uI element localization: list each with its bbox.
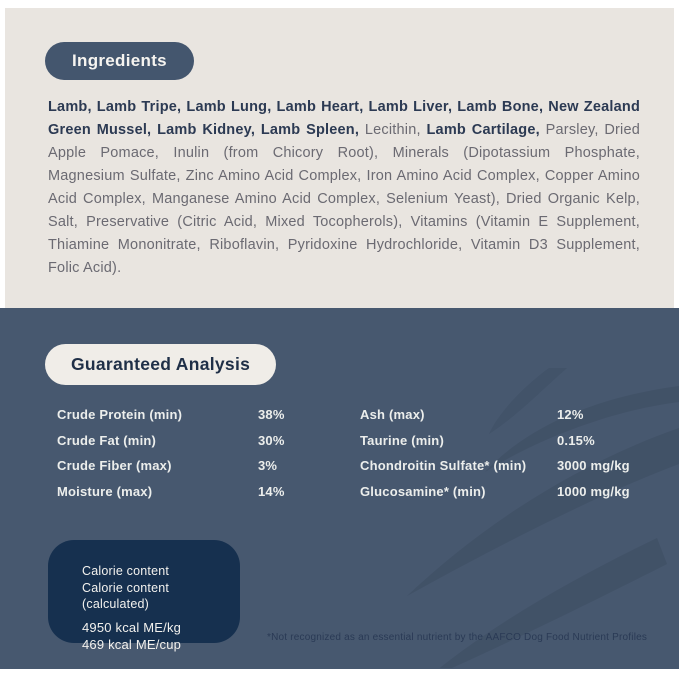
nutrient-value: 14% xyxy=(258,483,285,499)
table-row: Ash (max) 12% xyxy=(360,407,630,433)
table-row: Crude Fat (min) 30% xyxy=(57,433,285,459)
nutrient-value: 38% xyxy=(258,407,285,422)
ingredients-segment-regular-1: Lecithin, xyxy=(364,122,427,138)
calorie-title-line1: Calorie content xyxy=(82,564,170,578)
analysis-table-left: Crude Protein (min) 38% Crude Fat (min) … xyxy=(57,407,285,509)
nutrient-label: Glucosamine* (min) xyxy=(360,483,486,499)
nutrient-value: 3% xyxy=(258,458,278,473)
calorie-value-per-cup: 469 kcal ME/cup xyxy=(82,636,182,652)
calorie-title-line2: Calorie content (calculated) xyxy=(82,580,170,612)
table-row: Taurine (min) 0.15% xyxy=(360,433,630,459)
guaranteed-analysis-section: Guaranteed Analysis Crude Protein (min) … xyxy=(0,308,679,669)
ingredients-header-label: Ingredients xyxy=(72,51,167,70)
nutrient-value: 30% xyxy=(258,432,285,448)
calorie-value-per-kg: 4950 kcal ME/kg xyxy=(82,619,182,635)
analysis-header-pill: Guaranteed Analysis xyxy=(45,344,277,385)
ingredients-segment-bold-1: Lamb, Lamb Tripe, Lamb Lung, Lamb Heart,… xyxy=(48,99,640,138)
nutrient-label: Moisture (max) xyxy=(57,483,153,499)
table-row: Moisture (max) 14% xyxy=(57,484,285,510)
calorie-content-box: Calorie content Calorie content (calcula… xyxy=(48,540,240,652)
analysis-table-right: Ash (max) 12% Taurine (min) 0.15% Chondr… xyxy=(360,407,630,509)
nutrient-label: Crude Protein (min) xyxy=(57,407,183,422)
table-row: Chondroitin Sulfate* (min) 3000 mg/kg xyxy=(360,458,630,484)
ingredients-paragraph: Lamb, Lamb Tripe, Lamb Lung, Lamb Heart,… xyxy=(48,96,640,280)
table-row: Crude Protein (min) 38% xyxy=(57,407,285,433)
ingredients-segment-regular-2: Parsley, Dried Apple Pomace, Inulin (fro… xyxy=(48,122,641,276)
ingredients-section: Ingredients Lamb, Lamb Tripe, Lamb Lung,… xyxy=(5,8,674,308)
nutrient-label: Crude Fat (min) xyxy=(57,432,157,448)
calorie-values: 4950 kcal ME/kg 469 kcal ME/cup xyxy=(82,619,230,653)
nutrient-value: 3000 mg/kg xyxy=(557,458,630,473)
nutrient-label: Taurine (min) xyxy=(360,432,444,448)
ingredients-header-pill: Ingredients xyxy=(45,42,194,80)
nutrient-label: Ash (max) xyxy=(360,407,425,422)
nutrient-label: Chondroitin Sulfate* (min) xyxy=(360,458,527,473)
nutrient-label: Crude Fiber (max) xyxy=(57,458,172,473)
ingredients-segment-bold-2: Lamb Cartilage, xyxy=(426,122,546,138)
table-row: Glucosamine* (min) 1000 mg/kg xyxy=(360,484,630,510)
nutrient-value: 1000 mg/kg xyxy=(557,483,630,499)
nutrient-value: 12% xyxy=(557,407,584,422)
aafco-footnote: *Not recognized as an essential nutrient… xyxy=(267,632,648,643)
analysis-header-label: Guaranteed Analysis xyxy=(71,354,251,374)
nutrient-value: 0.15% xyxy=(557,432,595,448)
table-row: Crude Fiber (max) 3% xyxy=(57,458,285,484)
